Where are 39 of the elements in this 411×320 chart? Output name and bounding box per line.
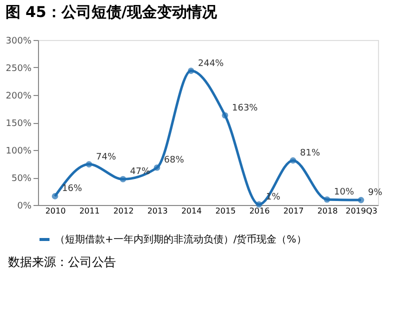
data-label: 10% xyxy=(334,188,354,198)
point xyxy=(324,196,330,203)
source-note: 数据来源：公司公告 xyxy=(8,255,116,269)
x-tick-label: 2017 xyxy=(283,206,304,216)
y-tick-label: 50% xyxy=(11,174,32,184)
x-tick-label: 2018 xyxy=(317,206,338,216)
point xyxy=(120,176,126,182)
point xyxy=(154,164,160,171)
point xyxy=(256,201,262,208)
data-label: 74% xyxy=(96,152,116,162)
point xyxy=(290,157,296,164)
x-tick-label: 2019Q3 xyxy=(346,206,378,216)
x-tick-label: 2015 xyxy=(215,206,236,216)
chart-title: 图 45：公司短债/现金变动情况 xyxy=(5,3,218,21)
x-tick-label: 2014 xyxy=(181,206,202,216)
point xyxy=(188,68,194,74)
legend-label: （短期借款+一年内到期的非流动负债）/货币现金（%） xyxy=(55,234,306,246)
point xyxy=(52,193,58,200)
point xyxy=(86,161,92,168)
point xyxy=(222,112,228,119)
y-tick-label: 200% xyxy=(6,92,32,102)
y-tick-label: 100% xyxy=(6,146,32,156)
x-tick-label: 2012 xyxy=(113,206,134,216)
y-tick-label: 0% xyxy=(17,202,32,212)
x-tick-label: 2016 xyxy=(249,206,270,216)
data-label: 81% xyxy=(300,148,320,158)
y-tick-label: 300% xyxy=(6,36,32,46)
data-label: 68% xyxy=(164,156,184,166)
data-label: 244% xyxy=(198,58,224,69)
data-label: 47% xyxy=(130,167,150,178)
x-tick-label: 2011 xyxy=(79,206,100,216)
data-label: 9% xyxy=(368,188,383,198)
y-tick-label: 250% xyxy=(6,64,32,74)
x-tick-label: 2010 xyxy=(45,206,66,216)
point xyxy=(358,196,364,204)
data-label: 163% xyxy=(232,103,258,114)
y-tick-label: 150% xyxy=(6,119,32,129)
x-tick-label: 2013 xyxy=(147,206,168,216)
data-label: 16% xyxy=(62,184,82,194)
